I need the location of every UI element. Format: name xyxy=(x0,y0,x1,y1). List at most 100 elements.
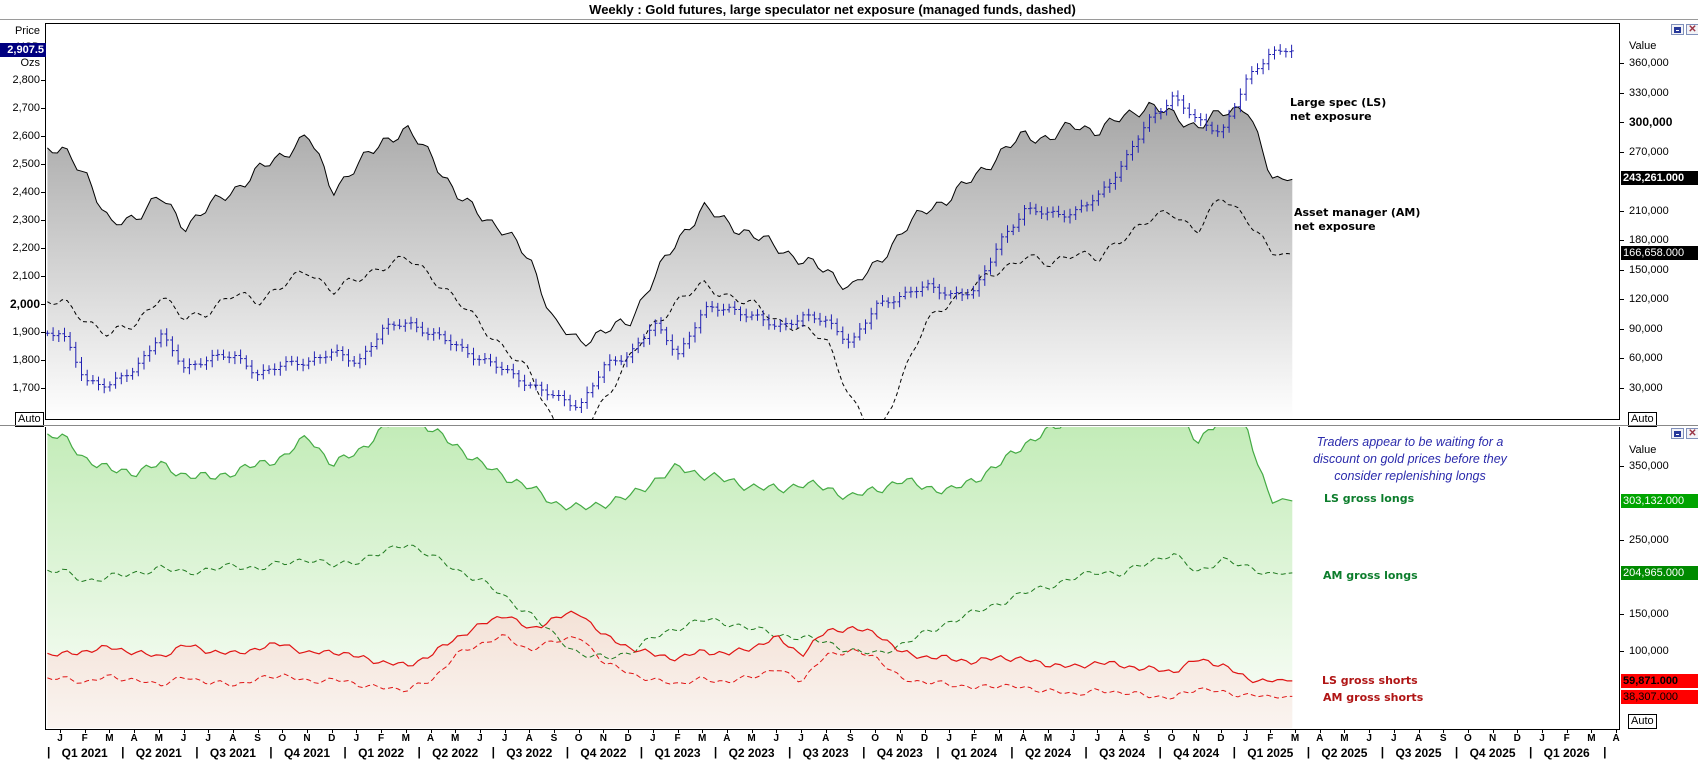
month-letter: D xyxy=(1513,733,1521,744)
price-tick-mark xyxy=(41,80,45,81)
month-letter: A xyxy=(1316,733,1324,744)
value-tick-label: 150,000 xyxy=(1629,608,1669,620)
value-tick-label: 210,000 xyxy=(1629,204,1669,217)
month-letter: N xyxy=(1488,733,1497,744)
value-tick-label: 250,000 xyxy=(1629,534,1669,546)
value-axis-bottom-auto-button[interactable]: Auto xyxy=(1628,714,1657,729)
month-letter: J xyxy=(1366,733,1372,744)
restore-icon[interactable] xyxy=(1671,24,1684,35)
price-tick-mark xyxy=(41,276,45,277)
month-tick-mark xyxy=(1566,729,1568,733)
value-tick-mark xyxy=(1620,466,1624,467)
value-tick-label: 330,000 xyxy=(1629,86,1669,99)
month-letter: J xyxy=(773,733,780,744)
large-spec-net-exposure-label: Large spec (LS) net exposure xyxy=(1290,96,1387,123)
month-letter: J xyxy=(1391,733,1397,744)
quarter-separator: | xyxy=(1454,745,1459,759)
price-axis-auto-button[interactable]: Auto xyxy=(15,412,44,427)
month-letter: J xyxy=(650,733,656,744)
value-tick-mark xyxy=(1620,540,1624,541)
gross-positions-panel-plot-area[interactable] xyxy=(45,427,1620,730)
price-tick-label: 2,300 xyxy=(12,214,40,226)
month-tick-mark xyxy=(1220,729,1222,733)
am-net-exposure-dashed-line xyxy=(47,199,1293,419)
restore-icon[interactable] xyxy=(1671,428,1684,439)
month-letter: O xyxy=(871,733,879,744)
price-tick-label: 1,700 xyxy=(12,382,40,394)
month-letter: J xyxy=(1094,733,1101,744)
quarter-separator: | xyxy=(565,745,570,759)
month-tick-mark xyxy=(628,729,630,733)
value-tick-label: 180,000 xyxy=(1629,234,1669,247)
quarter-separator: | xyxy=(1603,745,1607,759)
month-letter: J xyxy=(1069,733,1076,744)
month-letter: A xyxy=(723,733,731,744)
month-letter: F xyxy=(970,733,977,744)
month-tick-mark xyxy=(652,729,654,733)
month-letter: A xyxy=(1414,733,1423,744)
month-tick-mark xyxy=(1171,729,1173,733)
month-tick-mark xyxy=(208,729,210,733)
close-icon[interactable]: ✕ xyxy=(1686,24,1698,35)
quarter-separator: | xyxy=(1380,745,1385,759)
price-tick-label: 2,100 xyxy=(12,270,40,282)
quarter-label: Q1 2024 xyxy=(950,746,997,760)
traders-comment-annotation: Traders appear to be waiting for a disco… xyxy=(1313,435,1507,483)
am-gross-longs-dashed-line xyxy=(47,544,1293,660)
value-tick-mark xyxy=(1620,328,1624,330)
price-tick-label: 2,700 xyxy=(12,102,40,114)
quarter-separator: | xyxy=(639,745,644,759)
month-letter: M xyxy=(994,733,1003,744)
month-tick-mark xyxy=(1319,729,1321,733)
month-tick-mark xyxy=(949,729,951,733)
month-letter: J xyxy=(946,733,952,744)
month-tick-mark xyxy=(84,729,86,733)
month-letter: D xyxy=(920,733,929,744)
value-axis-top-auto-button[interactable]: Auto xyxy=(1628,412,1657,427)
month-letter: J xyxy=(477,733,483,744)
month-tick-mark xyxy=(751,729,753,733)
value-axis-top-header: Value xyxy=(1629,40,1657,52)
month-letter: O xyxy=(1167,733,1176,744)
month-letter: M xyxy=(698,733,707,744)
month-tick-mark xyxy=(726,729,728,733)
month-letter: A xyxy=(1612,733,1620,744)
quarter-separator: | xyxy=(1306,745,1311,759)
value-tick-mark xyxy=(1620,299,1624,301)
month-letter: S xyxy=(847,733,854,744)
ls-net-exposure-line xyxy=(47,101,1293,347)
month-letter: F xyxy=(1563,733,1570,744)
month-tick-mark xyxy=(331,729,333,733)
close-icon[interactable]: ✕ xyxy=(1686,428,1698,439)
value-tick-mark xyxy=(1620,387,1624,389)
month-tick-mark xyxy=(307,729,308,733)
month-letter: D xyxy=(624,733,632,744)
month-tick-mark xyxy=(479,729,481,733)
quarter-label: Q1 2022 xyxy=(358,746,405,760)
price-tick-label: 2,200 xyxy=(12,242,40,254)
month-tick-mark xyxy=(405,729,407,733)
month-tick-mark xyxy=(1295,729,1296,733)
last-price-badge: 2,907.5 xyxy=(0,43,46,57)
quarter-label: Q2 2023 xyxy=(728,746,775,760)
month-letter: N xyxy=(303,733,311,744)
month-tick-mark xyxy=(776,729,778,733)
month-letter: A xyxy=(1118,733,1126,744)
month-letter: M xyxy=(451,733,460,744)
am-net-value-badge: 166,658.000 xyxy=(1621,246,1698,260)
price-panel-plot-area[interactable] xyxy=(45,23,1620,420)
month-tick-mark xyxy=(1443,729,1445,733)
gross-panel-window-buttons: ✕ xyxy=(1671,428,1698,439)
quarter-separator: | xyxy=(862,745,866,759)
value-tick-label: 360,000 xyxy=(1629,57,1669,69)
value-tick-mark xyxy=(1620,358,1624,360)
month-letter: J xyxy=(57,733,63,744)
month-letter: A xyxy=(822,733,830,744)
month-tick-mark xyxy=(1072,729,1074,733)
quarter-separator: | xyxy=(1084,745,1088,759)
price-tick-label: 2,500 xyxy=(12,158,40,170)
ls-net-exposure-area xyxy=(47,102,1293,419)
panel-separator[interactable] xyxy=(0,425,1698,426)
ls-gross-longs-line xyxy=(47,427,1293,511)
